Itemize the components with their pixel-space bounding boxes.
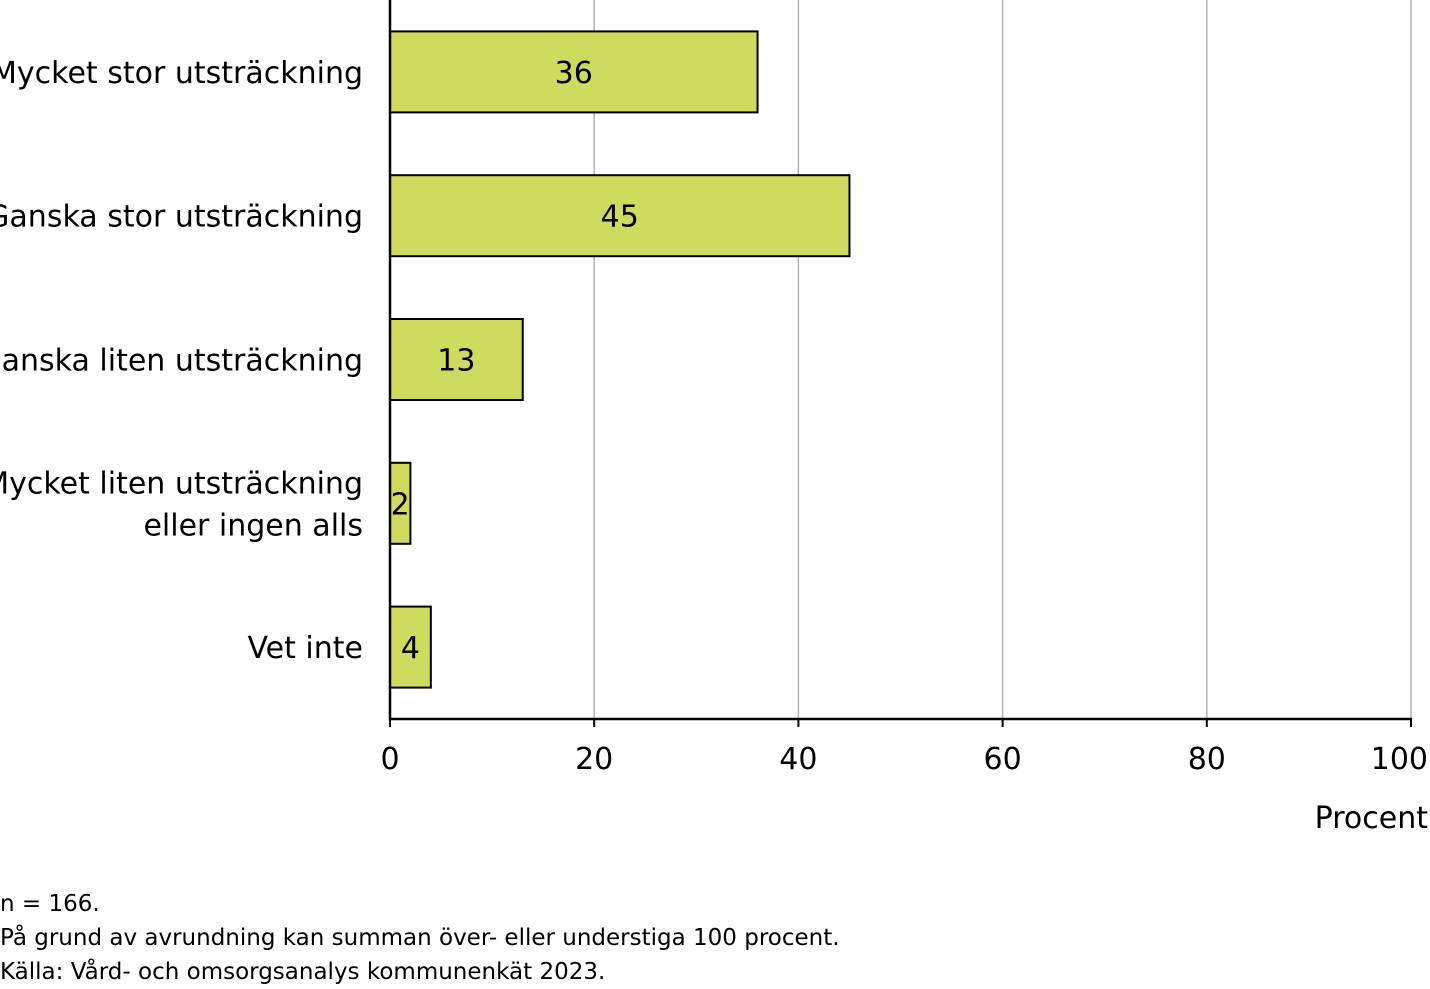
data-label: 2 [391, 487, 410, 522]
footnotes: n = 166. På grund av avrundning kan summ… [0, 887, 840, 989]
category-label: Ganska stor utsträckning [0, 200, 363, 235]
x-tick-label: 60 [984, 742, 1022, 777]
data-label: 36 [555, 56, 593, 91]
x-axis-title: Procent [1315, 801, 1429, 836]
rounding-note: På grund av avrundning kan summan över- … [0, 925, 840, 951]
x-tick-label: 20 [575, 742, 613, 777]
category-label: Mycket liten utsträckning [0, 466, 363, 501]
bar-chart: 0 20 40 60 80 100 36 Mycket stor utsträckning 4… [0, 0, 1429, 836]
gridlines [593, 0, 1412, 719]
source-note: Källa: Vård- och omsorgsanalys kommunenk… [0, 959, 606, 985]
category-label: Ganska liten utsträckning [0, 344, 363, 379]
sample-size-note: n = 166. [0, 891, 100, 917]
data-label: 4 [401, 631, 420, 666]
x-tick-label: 100 [1371, 742, 1428, 777]
bar [389, 605, 432, 689]
x-tick-label: 80 [1188, 742, 1226, 777]
bar [389, 30, 759, 114]
x-tick-label: 40 [779, 742, 817, 777]
data-label: 45 [601, 200, 639, 235]
axes: 0 20 40 60 80 100 [380, 0, 1428, 777]
category-label: eller ingen alls [143, 508, 363, 543]
data-label: 13 [437, 344, 475, 379]
x-tick-label: 0 [380, 742, 399, 777]
category-label: Mycket stor utsträckning [0, 56, 363, 91]
bar [389, 318, 524, 401]
labels: 36 Mycket stor utsträckning 45 Ganska stor … [0, 56, 639, 666]
category-label: Vet inte [247, 631, 363, 666]
